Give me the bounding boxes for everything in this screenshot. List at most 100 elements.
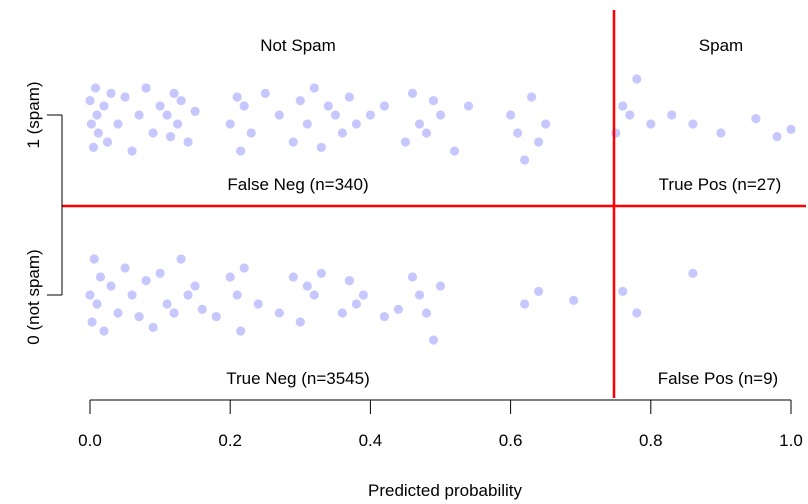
x-tick-label: 0.4 [359, 431, 383, 450]
scatter-point [166, 132, 176, 142]
scatter-point [91, 83, 101, 93]
x-tick-label: 0.6 [499, 431, 523, 450]
scatter-point [435, 281, 446, 291]
scatter-point [667, 110, 677, 120]
scatter-point [772, 132, 782, 142]
scatter-point [337, 308, 347, 318]
quadrant-label-true-neg: True Neg (n=3545) [226, 369, 369, 388]
scatter-point [407, 272, 418, 282]
scatter-point [435, 110, 446, 120]
scatter-point [225, 272, 235, 282]
scatter-point [232, 92, 242, 102]
scatter-point [506, 110, 516, 120]
scatter-point [239, 101, 249, 111]
scatter-point [85, 96, 95, 106]
scatter-point [428, 96, 439, 106]
scatter-point [246, 128, 256, 138]
scatter-point [309, 290, 319, 300]
scatter-point [113, 308, 123, 318]
scatter-point [428, 335, 439, 345]
x-tick-label: 0.0 [78, 431, 102, 450]
quadrant-label-false-neg: False Neg (n=340) [227, 175, 368, 194]
scatter-point [162, 110, 172, 120]
scatter-point [632, 74, 642, 84]
points-layer [85, 74, 796, 345]
scatter-point [618, 101, 628, 111]
scatter-point [148, 128, 158, 138]
scatter-point [646, 119, 656, 129]
scatter-point [618, 286, 628, 296]
scatter-point [236, 326, 246, 336]
scatter-point [414, 119, 425, 129]
scatter-point [309, 83, 319, 93]
y-tick-label-spam: 1 (spam) [24, 81, 43, 148]
scatter-point [134, 312, 144, 322]
scatter-point [93, 128, 103, 138]
scatter-point [632, 308, 642, 318]
scatter-point [513, 128, 523, 138]
scatter-point [716, 128, 726, 138]
scatter-point [89, 254, 99, 264]
scatter-point [274, 308, 284, 318]
scatter-point [351, 119, 361, 129]
scatter-point [288, 272, 298, 282]
scatter-point [351, 299, 361, 309]
scatter-point [236, 146, 246, 156]
scatter-point [520, 299, 530, 309]
scatter-point [625, 110, 635, 120]
scatter-point [92, 299, 102, 309]
scatter-point [120, 263, 130, 273]
x-axis-label: Predicted probability [368, 481, 523, 500]
scatter-point [611, 128, 621, 138]
scatter-point [183, 290, 193, 300]
scatter-point [260, 88, 270, 98]
scatter-point [169, 308, 179, 318]
scatter-point [134, 110, 144, 120]
scatter-point [541, 119, 551, 129]
scatter-point [99, 326, 109, 336]
scatter-point [176, 96, 186, 106]
scatter-point [106, 88, 116, 98]
quadrant-label-false-pos: False Pos (n=9) [658, 369, 778, 388]
scatter-point [316, 268, 326, 278]
scatter-point [211, 312, 221, 322]
scatter-point [232, 290, 242, 300]
scatter-point [169, 88, 179, 98]
scatter-point [393, 304, 403, 314]
scatter-point [302, 119, 312, 129]
scatter-point [253, 299, 263, 309]
scatter-point [400, 137, 410, 147]
scatter-point [239, 263, 249, 273]
scatter-point [274, 110, 284, 120]
scatter-point [127, 290, 137, 300]
scatter-point [527, 92, 537, 102]
scatter-point [379, 312, 389, 322]
scatter-point [173, 119, 183, 129]
scatter-point [88, 142, 99, 152]
scatter-point [148, 322, 158, 332]
scatter-point [92, 110, 102, 120]
scatter-point [449, 146, 460, 156]
x-axis: 0.0 0.2 0.4 0.6 0.8 1.0 [78, 399, 803, 450]
scatter-point [295, 96, 305, 106]
scatter-point [534, 137, 544, 147]
scatter-point [87, 317, 97, 327]
scatter-point [534, 286, 544, 296]
scatter-point [155, 268, 165, 278]
scatter-point [225, 119, 235, 129]
scatter-point [86, 119, 96, 129]
scatter-point [113, 119, 123, 129]
scatter-point [569, 295, 579, 305]
scatter-point [162, 299, 172, 309]
x-tick-label: 0.2 [218, 431, 242, 450]
scatter-point [421, 128, 432, 138]
scatter-point [316, 142, 326, 152]
scatter-point [190, 281, 200, 291]
scatter-point [95, 272, 106, 282]
region-label-right: Spam [699, 36, 743, 55]
scatter-point [141, 83, 151, 93]
region-label-left: Not Spam [260, 36, 336, 55]
scatter-point [688, 268, 698, 278]
scatter-point [99, 101, 109, 111]
scatter-point [688, 119, 698, 129]
